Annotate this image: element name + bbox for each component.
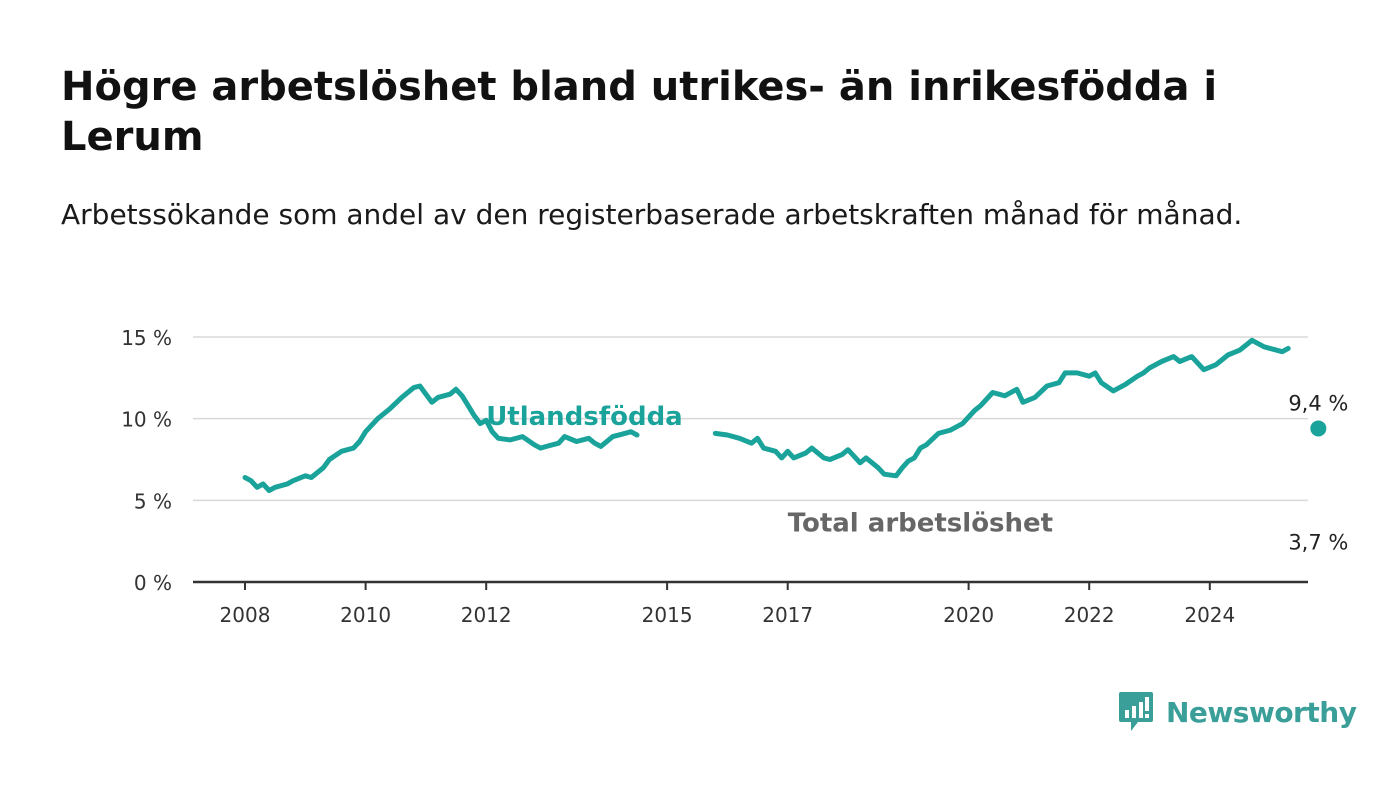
x-tick-label: 2010: [340, 603, 391, 627]
x-tick-label: 2022: [1064, 603, 1115, 627]
x-tick-label: 2020: [943, 603, 994, 627]
logo-bar: [1139, 702, 1143, 718]
x-tick-label: 2012: [461, 603, 512, 627]
x-tick-label: 2024: [1184, 603, 1235, 627]
page-subtitle: Arbetssökande som andel av den registerb…: [61, 198, 1243, 231]
x-tick-label: 2008: [220, 603, 271, 627]
logo-bar: [1125, 710, 1129, 718]
y-tick-label: 0 %: [134, 571, 172, 595]
series-end-marker: [1310, 420, 1327, 437]
y-tick-label: 10 %: [121, 408, 172, 432]
x-tick-label: 2015: [642, 603, 693, 627]
series-end-label: 9,4 %: [1288, 392, 1348, 416]
x-tick-label: 2017: [762, 603, 813, 627]
brand-name: Newsworthy: [1166, 695, 1357, 729]
page-title: Högre arbetslöshet bland utrikes- än inr…: [61, 64, 1218, 160]
y-tick-label: 15 %: [121, 326, 172, 350]
series-line-utlandsfodda: [242, 383, 640, 493]
series-end-label: 3,7 %: [1288, 530, 1348, 554]
series-label-utlandsfodda: Utlandsfödda: [486, 402, 683, 432]
logo-bar: [1145, 697, 1149, 711]
newsworthy-logo: Newsworthy: [1118, 690, 1357, 734]
logo-bar: [1132, 706, 1136, 718]
series-label-total: Total arbetslöshet: [788, 508, 1053, 538]
logo-dot: [1145, 714, 1149, 718]
series-line-utlandsfodda: [712, 337, 1291, 479]
newsworthy-logo-icon: [1119, 692, 1153, 731]
y-tick-label: 5 %: [134, 489, 172, 513]
